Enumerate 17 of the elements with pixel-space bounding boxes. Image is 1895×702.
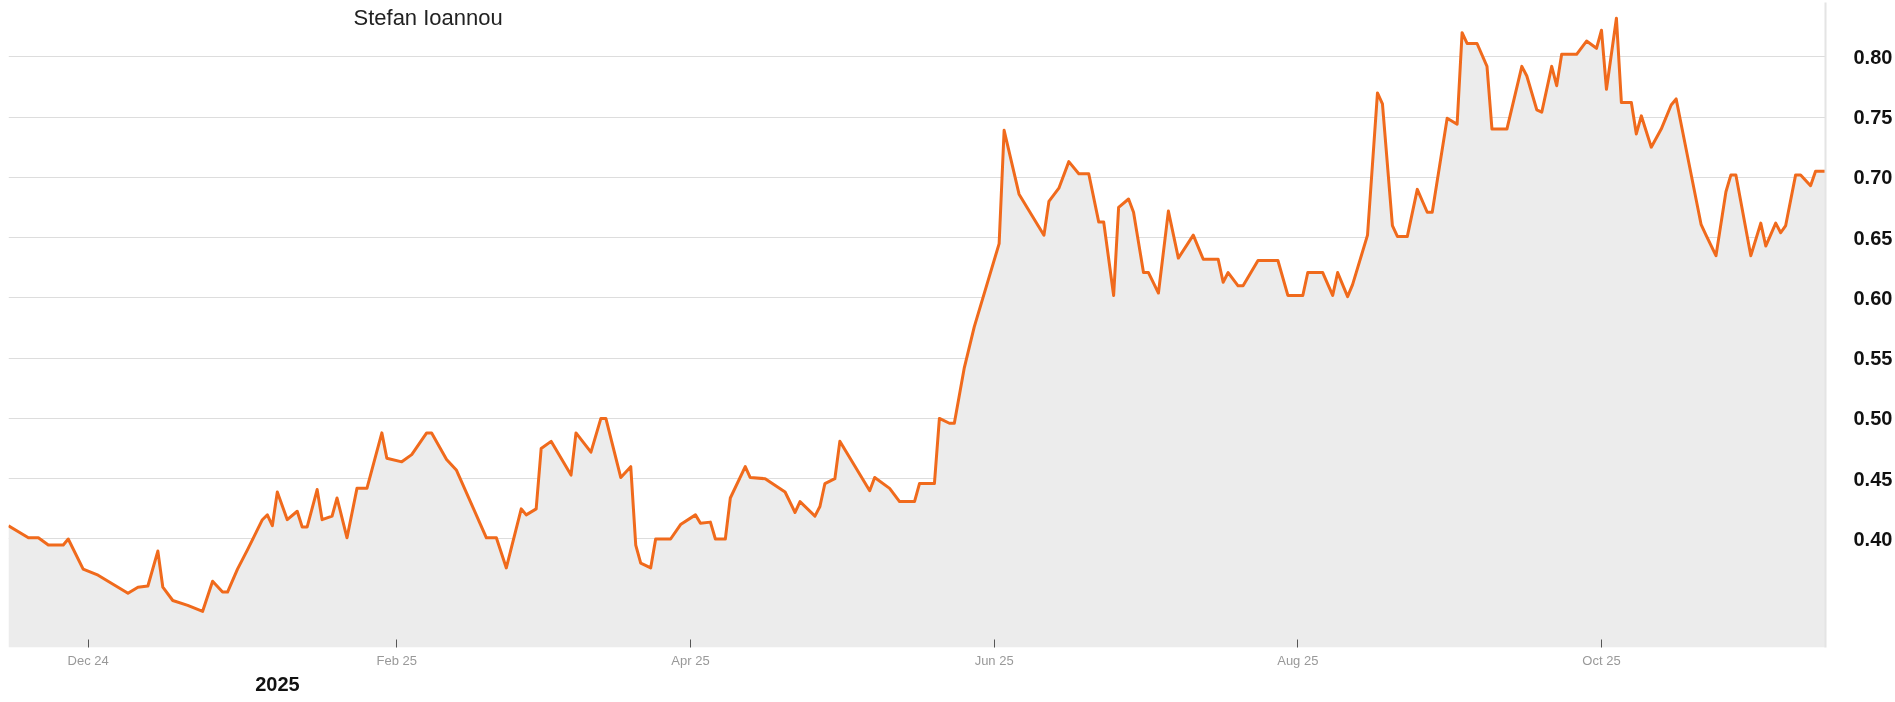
y-tick-label: 0.60 [1853, 286, 1893, 309]
x-tick-label: Jun 25 [974, 652, 1014, 668]
y-tick-label: 0.50 [1853, 407, 1893, 430]
x-tick-label: Aug 25 [1277, 652, 1319, 668]
x-tick-label: Apr 25 [671, 652, 710, 668]
annotation: Stefan Ioannou [353, 4, 503, 30]
x-tick-label: Dec 24 [67, 652, 109, 668]
x-tick-label: Feb 25 [376, 652, 418, 668]
y-tick-label: 0.75 [1853, 106, 1893, 129]
y-tick-label: 0.55 [1853, 347, 1893, 370]
y-tick-label: 0.40 [1853, 528, 1893, 550]
text: 2025 [255, 672, 300, 695]
y-tick-label: 0.45 [1853, 467, 1893, 490]
y-tick-label: 0.70 [1853, 166, 1893, 189]
x-tick-label: Oct 25 [1582, 652, 1621, 668]
y-tick-label: 0.65 [1853, 226, 1893, 249]
y-tick-label: 0.80 [1853, 45, 1893, 68]
